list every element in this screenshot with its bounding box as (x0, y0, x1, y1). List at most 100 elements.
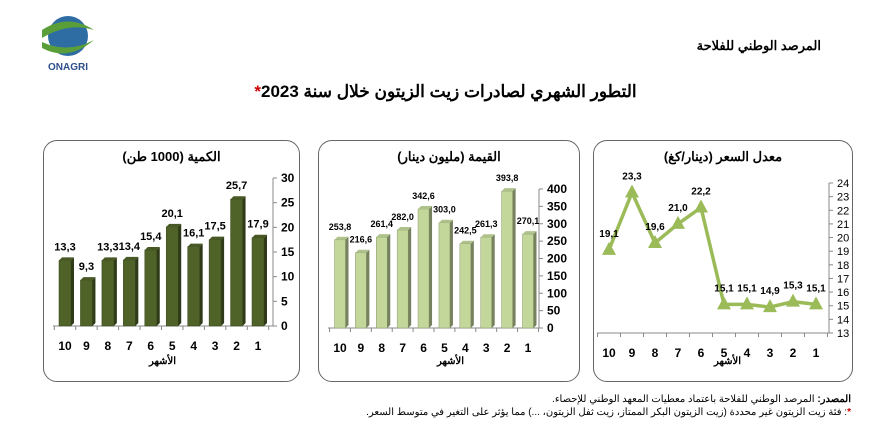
bar-top (355, 249, 370, 253)
onagri-logo: ONAGRI (28, 8, 108, 78)
notes: المصدر: المرصد الوطني للفلاحة باعتماد مع… (366, 393, 851, 419)
bar (396, 229, 409, 329)
y-tick-label: 16 (837, 287, 849, 299)
bar-top (438, 219, 453, 223)
x-tick-label: 2 (504, 341, 511, 355)
data-label: 20,1 (162, 208, 183, 220)
bar-top (418, 205, 433, 209)
data-label: 270,1 (517, 216, 540, 226)
data-label: 22,2 (691, 187, 711, 198)
bar-top (59, 257, 74, 261)
y-tick-label: 20 (837, 233, 849, 245)
data-label: 15,1 (714, 283, 734, 294)
data-label: 19,6 (645, 222, 665, 233)
x-tick-label: 6 (147, 339, 154, 353)
bar-top (480, 234, 495, 238)
x-tick-label: 4 (462, 341, 469, 355)
bar-side (387, 234, 391, 328)
x-tick-label: 9 (83, 339, 90, 353)
source-line: المصدر: المرصد الوطني للفلاحة باعتماد مع… (366, 393, 851, 406)
bar-side (366, 249, 370, 328)
x-tick-label: 7 (675, 346, 682, 360)
bar-top (334, 236, 349, 240)
chart-svg: 1314151617181920212223241234567891015,11… (597, 172, 849, 360)
bar-top (397, 227, 412, 231)
y-tick-label: 24 (837, 178, 849, 190)
bar (165, 226, 179, 327)
bar-top (209, 236, 225, 240)
y-tick-label: 50 (547, 304, 561, 318)
bar-side (156, 247, 160, 326)
bar-side (92, 277, 96, 326)
y-tick-label: 15 (837, 301, 849, 313)
bar-top (230, 196, 246, 200)
bar-side (449, 219, 453, 328)
y-tick-label: 5 (281, 294, 288, 308)
price-line (607, 188, 817, 309)
data-label: 261,3 (475, 219, 498, 229)
bar-top (166, 223, 182, 227)
x-tick-label: 5 (441, 341, 448, 355)
bar (230, 198, 243, 327)
bar-top (459, 240, 474, 244)
data-label: 13,4 (119, 241, 141, 253)
x-tick-label: 6 (420, 341, 427, 355)
x-tick-label: 2 (233, 339, 240, 353)
data-label: 15,1 (806, 283, 826, 294)
bar-side (408, 227, 412, 328)
chart-title: الكمية (1000 طن) (122, 149, 221, 164)
chart-title: القيمة (مليون دينار) (397, 149, 501, 164)
y-tick-label: 200 (547, 252, 567, 266)
chart-title: معدل السعر (دينار/كغ) (663, 149, 783, 164)
x-tick-label: 10 (602, 346, 616, 360)
x-tick-label: 1 (813, 346, 820, 360)
chart-svg: 0510152025301234567891017,925,717,516,12… (53, 171, 295, 353)
x-axis-label: الأشهر (437, 356, 464, 367)
x-tick-label: 5 (721, 346, 728, 360)
y-tick-label: 30 (281, 171, 295, 185)
x-tick-label: 10 (333, 341, 347, 355)
y-tick-label: 25 (281, 196, 295, 210)
bar (80, 279, 93, 327)
bar-top (376, 234, 391, 238)
bar-side (242, 196, 246, 326)
triangle-marker (694, 199, 708, 213)
y-tick-label: 20 (281, 220, 295, 234)
bar (355, 252, 367, 329)
y-tick-label: 22 (837, 205, 849, 217)
y-tick-label: 13 (837, 328, 849, 340)
bar-side (491, 234, 495, 328)
bar (438, 222, 451, 329)
y-tick-label: 18 (837, 260, 849, 272)
x-tick-label: 7 (126, 339, 133, 353)
bar-side (135, 256, 139, 326)
data-label: 13,3 (54, 241, 75, 253)
y-tick-label: 19 (837, 246, 849, 258)
bar-side (221, 236, 225, 326)
data-label: 216,6 (350, 235, 373, 245)
bar (101, 260, 115, 327)
bar (123, 259, 136, 327)
bar-top (501, 188, 516, 192)
bar (376, 236, 388, 329)
bar-side (512, 188, 516, 328)
x-tick-label: 3 (483, 341, 490, 355)
x-tick-label: 3 (767, 346, 774, 360)
bar (459, 243, 472, 329)
source-label: المصدر: (817, 394, 851, 405)
bar (334, 239, 346, 329)
page-title: التطور الشهري لصادرات زيت الزيتون خلال س… (0, 82, 891, 102)
x-tick-label: 9 (629, 346, 636, 360)
x-tick-label: 2 (790, 346, 797, 360)
data-label: 303,0 (433, 205, 456, 215)
x-tick-label: 1 (255, 339, 262, 353)
bar (208, 239, 222, 327)
triangle-marker (671, 215, 685, 229)
bar-side (71, 257, 74, 326)
x-tick-label: 8 (378, 341, 385, 355)
y-tick-label: 15 (281, 245, 295, 259)
triangle-marker (809, 296, 823, 310)
triangle-marker (740, 296, 754, 310)
bar (480, 236, 492, 329)
